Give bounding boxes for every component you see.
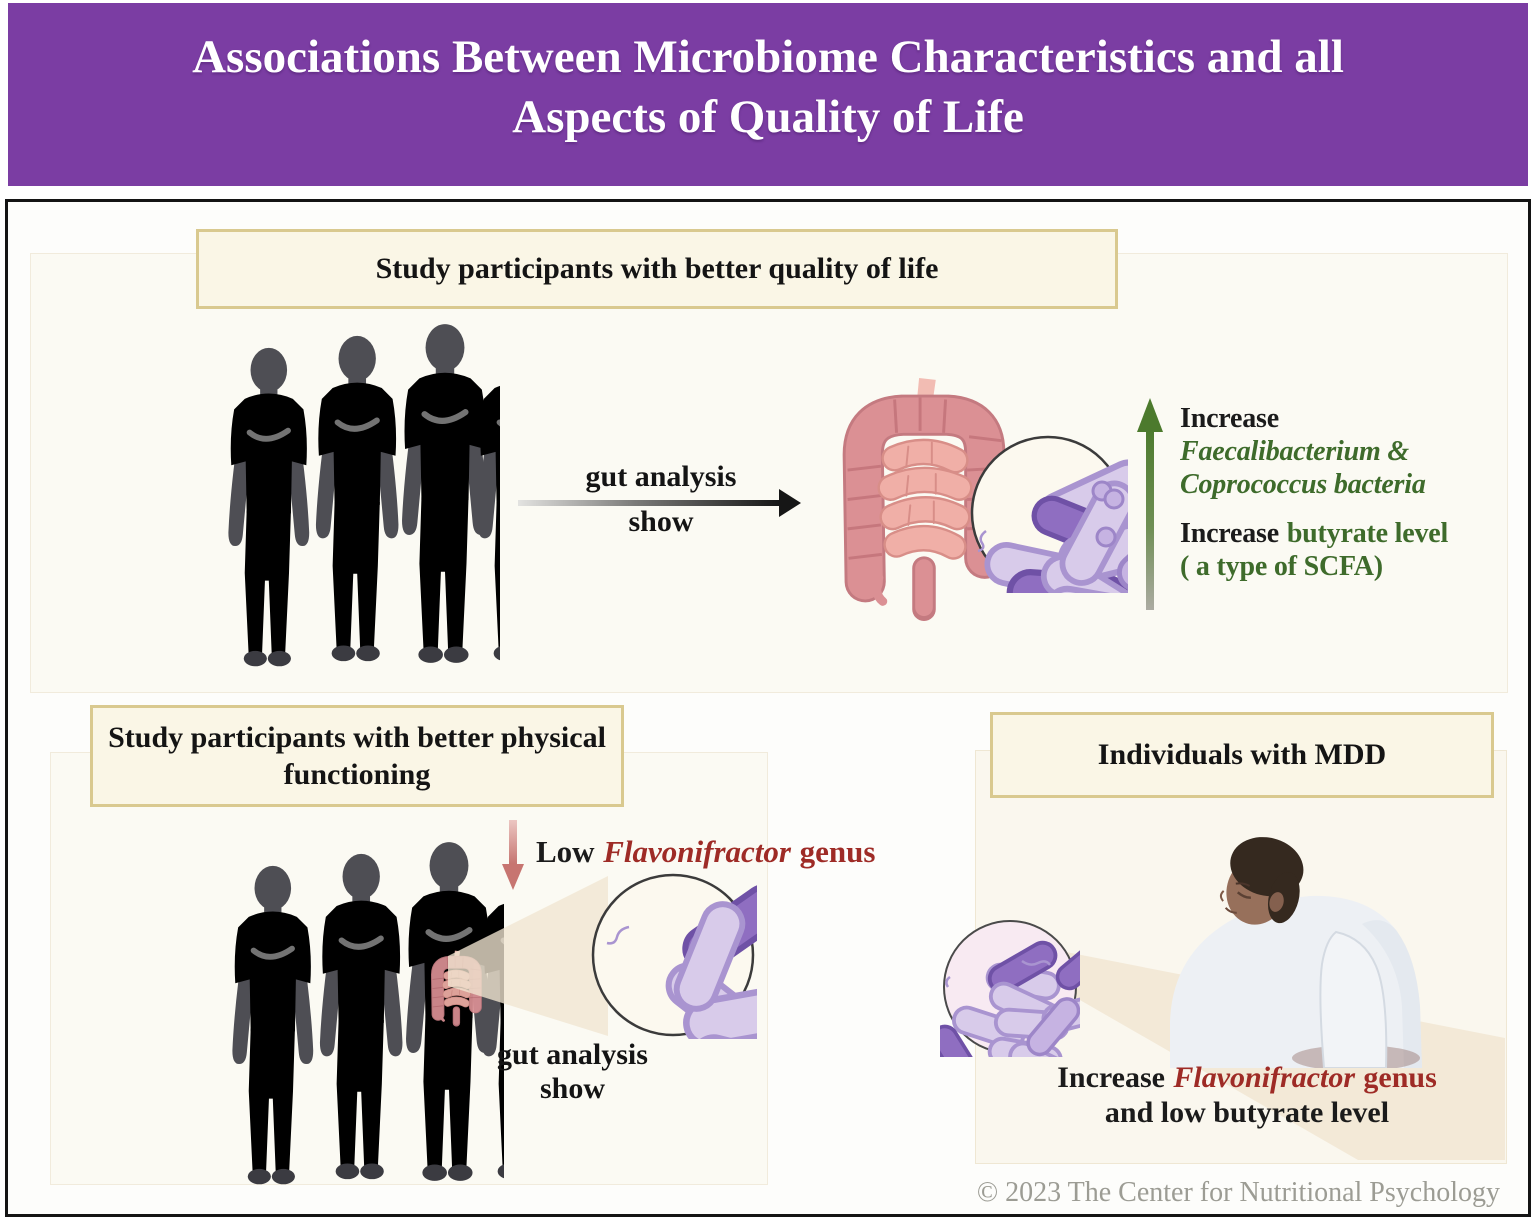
magnifier-beam-physical	[448, 876, 608, 1036]
mdd-finding-line2: and low butyrate level	[1104, 1096, 1390, 1129]
bacteria-magnifier-mdd-icon	[940, 920, 1080, 1057]
gut-analysis2-label-top: gut analysis	[497, 1038, 648, 1071]
mdd-finding-suffix: genus	[1363, 1061, 1437, 1094]
depressed-person-head	[1219, 837, 1304, 925]
title-banner: Associations Between Microbiome Characte…	[8, 3, 1528, 186]
up-arrow-icon	[1137, 398, 1163, 610]
finding-butyrate-note: ( a type of SCFA)	[1180, 551, 1383, 582]
finding-bacteria-line1: Faecalibacterium &	[1180, 436, 1409, 467]
mdd-finding-prefix: Increase	[1057, 1061, 1165, 1094]
finding-butyrate-line: Increase butyrate level	[1180, 517, 1510, 550]
heading-physical-functioning: Study participants with better physical …	[90, 705, 624, 807]
heading-mdd-label: Individuals with MDD	[1097, 738, 1387, 772]
annotation-low-label: Low	[536, 834, 595, 869]
mdd-finding: Increase Flavonifractor genus and low buty…	[1008, 1060, 1486, 1130]
annotation-genus-suffix: genus	[799, 834, 876, 869]
gut-analysis-arrowhead-icon	[779, 489, 801, 517]
page-title: Associations Between Microbiome Characte…	[192, 31, 1344, 144]
low-flavonifractor-annotation: Low Flavonifractor genus	[536, 834, 875, 870]
heading-quality-of-life-label: Study participants with better quality o…	[375, 252, 939, 286]
finding-butyrate-highlight: butyrate level	[1286, 518, 1449, 549]
copyright-text: © 2023 The Center for Nutritional Psycho…	[976, 1177, 1500, 1208]
mdd-finding-italic: Flavonifractor	[1173, 1061, 1356, 1094]
down-arrow-icon	[502, 820, 524, 890]
finding-butyrate-prefix: Increase	[1180, 518, 1279, 549]
annotation-genus-italic: Flavonifractor	[603, 834, 791, 869]
gut-analysis-label-bottom: show	[628, 505, 694, 538]
bacteria-magnifier-physical-icon	[591, 873, 757, 1039]
gut-analysis-label-top: gut analysis	[585, 460, 737, 493]
finding-increase-label: Increase	[1180, 403, 1279, 434]
people-group-qol-icon	[60, 320, 500, 668]
heading-physical-functioning-label: Study participants with better physical …	[108, 720, 606, 792]
heading-mdd: Individuals with MDD	[990, 712, 1494, 798]
gut-analysis2-label-bottom: show	[539, 1072, 606, 1105]
heading-quality-of-life: Study participants with better quality o…	[196, 229, 1118, 309]
depressed-person-icon	[1170, 837, 1422, 1068]
people-group-physical-icon	[64, 838, 504, 1186]
bacteria-magnifier-qol-icon	[970, 435, 1128, 593]
finding-bacteria-line2: Coprococcus bacteria	[1180, 469, 1426, 500]
mdd-finding-line1: Increase Flavonifractor genus	[1008, 1060, 1486, 1095]
qol-findings: Increase Faecalibacterium & Coprococcus …	[1180, 402, 1510, 583]
gut-analysis-arrow	[518, 500, 780, 506]
